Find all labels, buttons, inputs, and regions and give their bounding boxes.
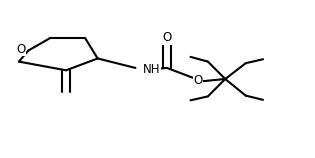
Text: O: O <box>16 43 26 56</box>
Text: NH: NH <box>143 63 161 76</box>
Text: O: O <box>162 31 172 44</box>
Text: O: O <box>193 74 203 87</box>
